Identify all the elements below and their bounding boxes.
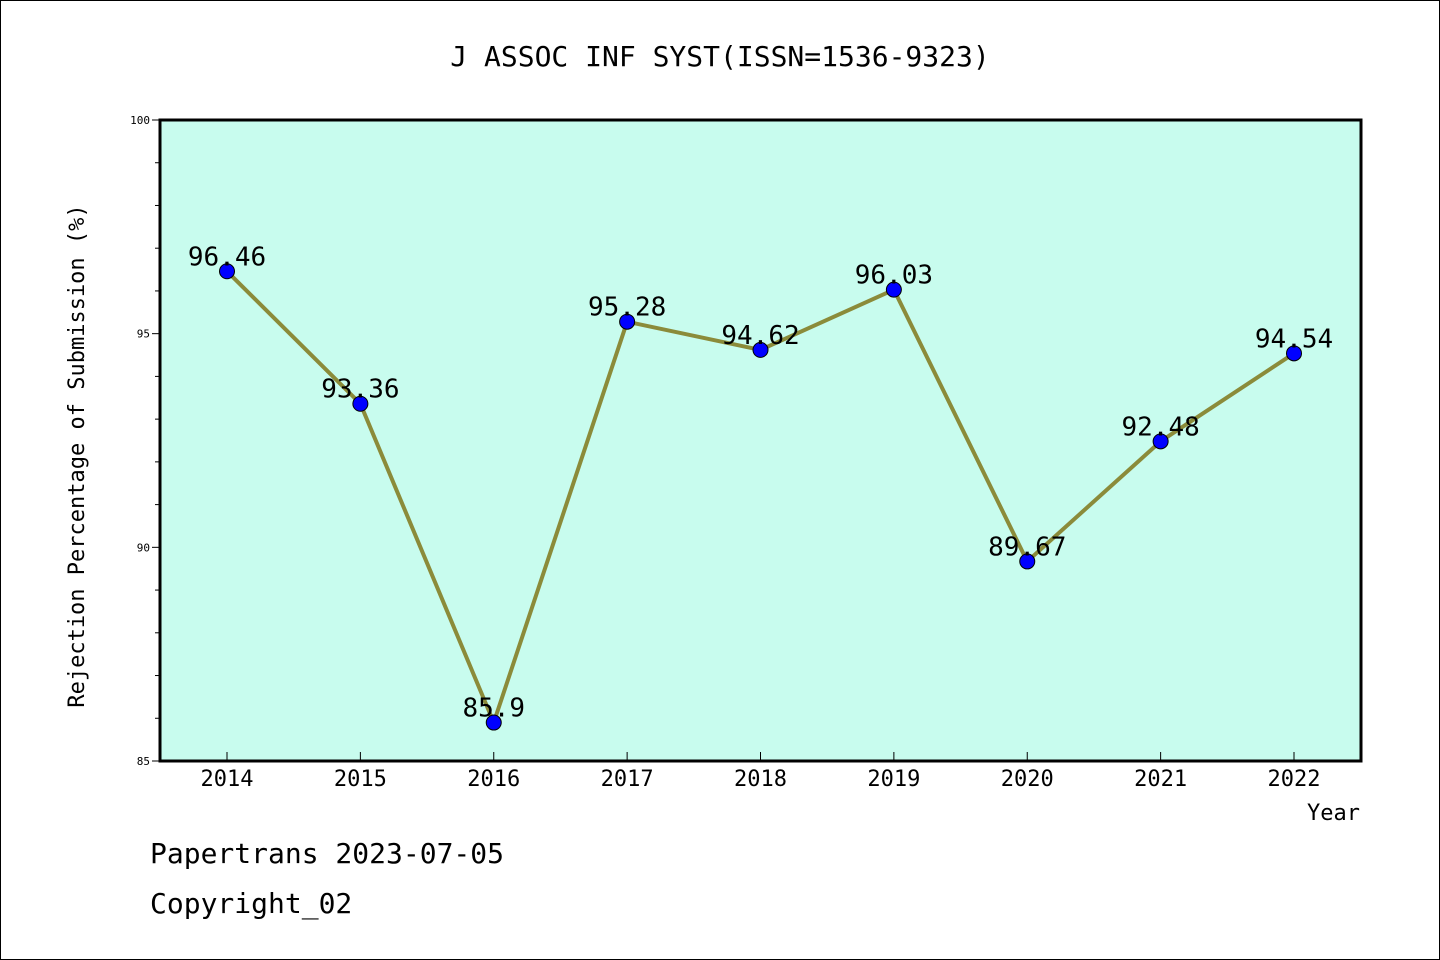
data-label: 89.67	[988, 532, 1066, 562]
data-label: 96.03	[855, 261, 933, 291]
data-label: 96.46	[188, 242, 266, 272]
y-tick-label: 95	[137, 328, 150, 341]
data-label: 95.28	[588, 293, 666, 323]
y-tick-label: 90	[137, 541, 150, 554]
data-point	[1286, 345, 1302, 362]
data-label: 94.62	[721, 321, 799, 351]
data-point	[485, 714, 502, 731]
data-label: 93.36	[321, 375, 399, 405]
data-point	[752, 341, 769, 358]
data-point	[619, 313, 636, 330]
x-axis-label: Year	[1307, 801, 1360, 826]
x-tick-label: 2022	[1268, 767, 1321, 792]
data-point	[1152, 433, 1169, 450]
x-tick-label: 2016	[467, 767, 520, 792]
data-point	[219, 263, 235, 280]
x-tick-label: 2019	[867, 767, 920, 792]
data-point	[1019, 553, 1036, 570]
x-tick-label: 2021	[1134, 767, 1187, 792]
footer-copyright: Copyright_02	[150, 887, 352, 921]
y-tick-label: 100	[130, 114, 150, 127]
data-point	[352, 395, 369, 412]
data-label: 94.54	[1255, 324, 1333, 354]
y-axis: 85 90 95 100	[130, 114, 160, 768]
data-label: 92.48	[1121, 412, 1199, 442]
x-tick-label: 2020	[1001, 767, 1054, 792]
chart-title: J ASSOC INF SYST(ISSN=1536-9323)	[450, 40, 989, 73]
data-label: 85.9	[462, 694, 525, 724]
data-point	[885, 281, 902, 298]
x-tick-label: 2014	[201, 767, 254, 792]
x-tick-label: 2017	[601, 767, 654, 792]
x-tick-label: 2018	[734, 767, 787, 792]
data-labels: 96.46 93.36 85.9 95.28 94.62 96.03 89.67 92.48 9…	[188, 242, 1333, 723]
y-axis-label: Rejection Percentage of Submission (%)	[65, 204, 90, 707]
footer-date: Papertrans 2023-07-05	[150, 837, 504, 870]
y-tick-label: 85	[137, 755, 150, 768]
series-markers	[219, 263, 1302, 731]
x-axis: 2014 2015 2016 2017 2018 2019 2020 2021 2022	[201, 752, 1321, 792]
x-tick-label: 2015	[334, 767, 387, 792]
